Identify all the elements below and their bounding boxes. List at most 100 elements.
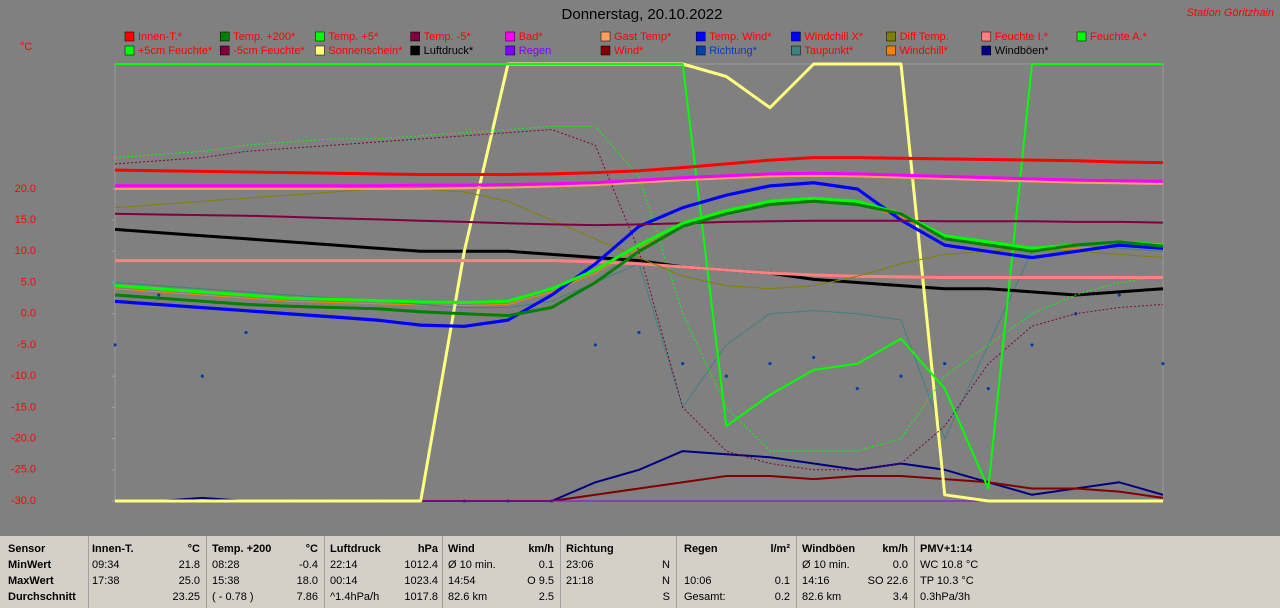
legend-swatch: [124, 31, 135, 42]
legend-label: Richtung*: [709, 45, 757, 57]
table-cell: TP 10.3 °C: [920, 575, 974, 587]
table-cell: Ø 10 min.: [802, 559, 850, 571]
legend-label: Gast Temp*: [614, 31, 672, 43]
legend-swatch: [600, 31, 611, 42]
legend-swatch: [124, 45, 135, 56]
legend-swatch: [219, 31, 230, 42]
table-cell: ( - 0.78 ): [212, 591, 254, 603]
y-tick-label: -20.0: [11, 432, 36, 444]
legend-label: Luftdruck*: [424, 45, 474, 57]
legend-label: Innen-T.*: [138, 31, 183, 43]
data-dot: [637, 330, 641, 335]
series-line: [114, 227, 1164, 297]
table-cell: 15:38: [212, 575, 240, 587]
column-separator: [324, 536, 325, 608]
legend-swatch: [695, 31, 706, 42]
row-label: MaxWert: [8, 575, 54, 587]
y-tick-label: -10.0: [11, 370, 36, 382]
plot-frame: [114, 63, 1164, 502]
row-label: MinWert: [8, 559, 52, 571]
series-line: [115, 171, 1164, 188]
legend-label: Taupunkt*: [804, 45, 854, 57]
legend-swatch: [505, 31, 516, 42]
table-cell: 2.5: [538, 591, 554, 603]
data-dot: [1117, 293, 1121, 297]
table-cell: 14:54: [448, 575, 476, 587]
legend-swatch: [410, 31, 420, 42]
table-cell: 82.6 km: [802, 591, 842, 603]
table-cell: 08:28: [212, 559, 240, 571]
data-dot: [200, 374, 204, 378]
table-cell: °C: [187, 543, 200, 555]
legend-label: +5cm Feuchte*: [138, 45, 213, 57]
table-cell: 22:14: [330, 559, 358, 571]
legend-swatch: [600, 45, 611, 56]
data-dot: [855, 387, 859, 391]
table-cell: 23.25: [172, 591, 200, 603]
legend-label: Regen: [519, 45, 551, 57]
legend-label: Diff Temp.: [900, 31, 949, 43]
table-cell: 1017.8: [404, 591, 438, 603]
table-cell: WC 10.8 °C: [920, 559, 979, 571]
y-tick-label: -30.0: [11, 495, 36, 507]
series-line: [114, 125, 1164, 452]
table-cell: l/m²: [770, 543, 790, 555]
series-line: [115, 259, 1163, 279]
legend-swatch: [791, 31, 801, 42]
data-dot: [1161, 362, 1165, 366]
table-cell: 0.2: [774, 591, 790, 603]
table-cell: 0.1: [538, 559, 554, 571]
table-cell: 0.3hPa/3h: [920, 591, 971, 603]
table-cell: Innen-T.: [92, 543, 134, 555]
series-line: [115, 62, 1163, 503]
table-cell: ^1.4hPa/h: [330, 591, 380, 603]
table-cell: Ø 10 min.: [448, 559, 496, 571]
legend-swatch: [886, 31, 896, 42]
table-cell: 14:16: [802, 575, 830, 587]
data-dot: [681, 362, 685, 366]
y-tick-label: 20.0: [15, 183, 36, 195]
data-dot: [113, 343, 117, 347]
data-dot: [157, 293, 161, 297]
table-cell: 09:34: [92, 559, 120, 571]
series-line: [114, 156, 1164, 176]
y-axis-label: °C: [20, 41, 32, 53]
legend-swatch: [886, 45, 896, 56]
column-separator: [560, 536, 561, 608]
series-line: [115, 63, 1163, 490]
series-line: [114, 188, 1164, 290]
series-line: [115, 450, 1164, 502]
legend-swatch: [315, 45, 325, 56]
legend-label: Temp. Wind*: [709, 31, 772, 43]
legend-label: Temp. +5*: [328, 31, 379, 43]
table-cell: N: [662, 575, 670, 587]
table-cell: Temp. +200: [212, 543, 272, 555]
table-cell: Windböen: [802, 543, 856, 555]
y-tick-label: 15.0: [15, 214, 36, 226]
chart-title: Donnerstag, 20.10.2022: [562, 6, 723, 23]
y-tick-label: -15.0: [11, 401, 36, 413]
table-cell: 1012.4: [404, 559, 438, 571]
series-line: [114, 244, 1164, 440]
y-tick-label: 5.0: [21, 276, 36, 288]
column-separator: [442, 536, 443, 608]
table-cell: PMV+1:14: [920, 543, 973, 555]
series-line: [114, 181, 1164, 328]
legend-label: Windchill*: [900, 45, 949, 57]
column-separator: [88, 536, 89, 608]
legend-label: Windchill X*: [804, 31, 863, 43]
chart: Donnerstag, 20.10.2022 Station Göritzhai…: [11, 6, 1274, 507]
table-cell: Sensor: [8, 543, 46, 555]
table-cell: SO 22.6: [867, 575, 908, 587]
legend-swatch: [1076, 31, 1087, 42]
legend-swatch: [981, 45, 992, 56]
series-line: [114, 212, 1164, 227]
legend-label: Sonnenschein*: [328, 45, 403, 57]
y-tick-label: -5.0: [17, 339, 36, 351]
table-cell: Gesamt:: [684, 591, 726, 603]
column-separator: [914, 536, 915, 608]
table-cell: 10:06: [684, 575, 712, 587]
table-cell: hPa: [417, 543, 438, 555]
table-cell: 23:06: [566, 559, 594, 571]
